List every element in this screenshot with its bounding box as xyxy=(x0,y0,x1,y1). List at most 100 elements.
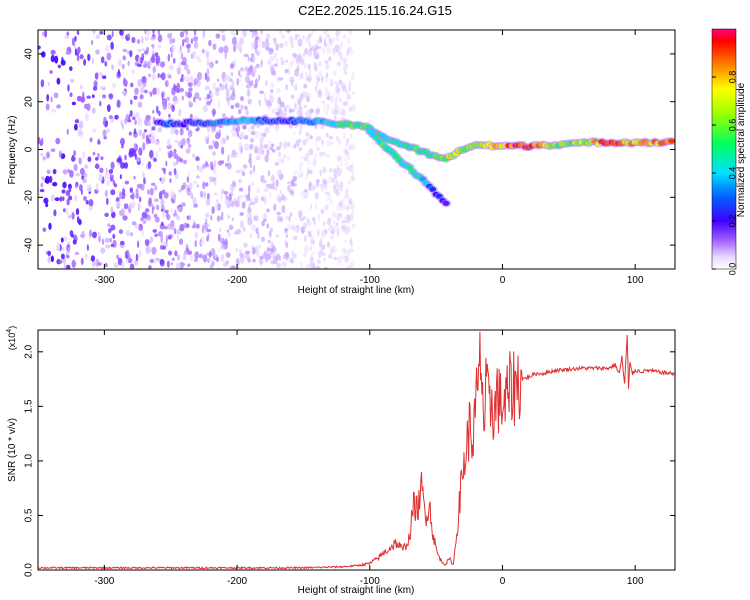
noise-speck xyxy=(239,212,244,216)
noise-speck xyxy=(342,85,347,92)
noise-speck xyxy=(349,144,352,150)
noise-speck xyxy=(137,118,143,126)
noise-speck xyxy=(295,139,300,148)
noise-speck xyxy=(278,151,281,157)
noise-speck xyxy=(286,181,293,185)
noise-speck xyxy=(289,258,295,264)
noise-speck xyxy=(332,211,336,219)
noise-speck xyxy=(77,46,81,54)
noise-speck xyxy=(194,231,199,239)
noise-speck xyxy=(326,103,330,111)
noise-speck xyxy=(176,254,180,261)
noise-speck xyxy=(247,98,252,105)
noise-speck xyxy=(100,56,105,64)
snr-frame xyxy=(37,329,676,571)
noise-speck xyxy=(181,138,186,146)
noise-speck xyxy=(133,175,136,180)
noise-speck xyxy=(74,123,78,131)
noise-speck xyxy=(288,215,291,222)
noise-speck xyxy=(253,215,259,222)
noise-speck xyxy=(144,36,149,41)
noise-speck xyxy=(86,244,89,251)
noise-speck xyxy=(239,67,245,72)
noise-speck xyxy=(339,97,342,104)
noise-speck xyxy=(156,87,160,96)
noise-speck xyxy=(95,157,99,161)
noise-speck xyxy=(249,170,253,175)
noise-speck xyxy=(200,240,204,247)
noise-speck xyxy=(139,196,142,203)
noise-speck xyxy=(286,141,291,148)
noise-speck xyxy=(208,39,212,47)
noise-speck xyxy=(161,189,166,195)
noise-speck xyxy=(323,244,325,250)
noise-speck xyxy=(97,138,100,145)
noise-speck xyxy=(305,71,308,80)
noise-speck xyxy=(240,131,245,139)
noise-speck xyxy=(131,36,136,44)
noise-speck xyxy=(330,95,334,104)
noise-speck xyxy=(165,80,169,88)
x-tick-label: -300 xyxy=(94,576,114,587)
noise-speck xyxy=(170,52,173,58)
noise-speck xyxy=(290,42,295,49)
noise-speck xyxy=(86,184,92,193)
noise-speck xyxy=(175,229,180,235)
noise-speck xyxy=(74,119,80,124)
noise-speck xyxy=(76,30,80,35)
noise-speck xyxy=(144,239,150,247)
noise-speck xyxy=(325,62,329,70)
noise-speck xyxy=(220,138,224,146)
noise-speck xyxy=(178,61,182,68)
noise-speck xyxy=(165,160,168,167)
noise-speck xyxy=(250,130,256,136)
noise-speck xyxy=(343,224,348,233)
noise-speck xyxy=(245,76,250,83)
noise-speck xyxy=(333,168,338,175)
noise-speck xyxy=(202,254,208,263)
noise-speck xyxy=(299,218,305,222)
noise-speck xyxy=(70,79,75,83)
x-tick-label: -300 xyxy=(94,275,114,286)
noise-speck xyxy=(212,139,215,145)
noise-speck xyxy=(62,169,68,175)
noise-speck xyxy=(207,257,210,264)
noise-speck xyxy=(231,80,235,89)
noise-speck xyxy=(278,42,284,49)
noise-speck xyxy=(101,238,105,246)
noise-speck xyxy=(335,189,340,197)
noise-speck xyxy=(128,114,131,123)
noise-speck xyxy=(251,181,255,186)
noise-speck xyxy=(167,53,170,62)
noise-speck xyxy=(64,35,70,40)
noise-speck xyxy=(196,223,200,229)
noise-speck xyxy=(254,130,260,139)
noise-speck xyxy=(343,248,347,255)
noise-speck xyxy=(137,240,140,248)
noise-speck xyxy=(183,30,187,33)
noise-speck xyxy=(151,126,156,131)
noise-speck xyxy=(135,253,139,262)
noise-speck xyxy=(186,215,189,220)
noise-speck xyxy=(109,237,112,243)
noise-speck xyxy=(122,79,128,87)
noise-speck xyxy=(239,37,245,45)
noise-speck xyxy=(287,223,290,231)
noise-speck xyxy=(167,33,171,39)
noise-speck xyxy=(313,185,316,190)
noise-speck xyxy=(205,75,210,82)
noise-speck xyxy=(50,54,55,63)
noise-speck xyxy=(279,141,283,148)
noise-speck xyxy=(333,102,339,108)
noise-speck xyxy=(89,137,93,143)
noise-speck xyxy=(271,246,277,254)
figure-title: C2E2.2025.115.16.24.G15 xyxy=(298,3,452,18)
noise-speck xyxy=(297,38,303,47)
noise-speck xyxy=(41,176,45,181)
noise-speck xyxy=(111,30,114,38)
noise-speck xyxy=(226,135,229,141)
noise-speck xyxy=(352,210,355,215)
noise-speck xyxy=(131,192,135,201)
noise-speck xyxy=(188,129,193,138)
noise-speck xyxy=(171,257,175,261)
